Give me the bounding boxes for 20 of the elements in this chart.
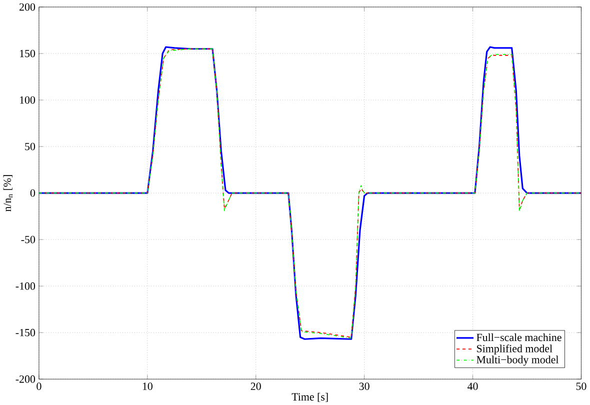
- y-tick-label: 200: [20, 3, 36, 11]
- x-tick-label: 10: [142, 382, 152, 390]
- y-tick-label: -200: [16, 375, 36, 383]
- x-tick-label: 0: [36, 382, 42, 390]
- y-tick-label: 50: [25, 142, 36, 150]
- y-tick-label: -100: [16, 282, 36, 290]
- legend-label: Full−scale machine: [476, 333, 562, 342]
- x-tick-label: 30: [359, 382, 370, 390]
- y-tick-label: 100: [20, 96, 36, 104]
- x-tick-label: 20: [250, 382, 261, 390]
- x-axis-title: Time [s]: [292, 392, 328, 402]
- x-tick-label: 40: [468, 382, 478, 390]
- y-tick-label: 0: [30, 189, 36, 197]
- y-tick-label: -150: [16, 328, 36, 336]
- y-axis-title: n/n$_{n}$ [%]: [3, 175, 13, 212]
- y-tick-label: -50: [21, 236, 36, 244]
- x-tick-label: 50: [576, 382, 586, 390]
- y-tick-label: 150: [20, 50, 36, 58]
- legend-label: Simplified model: [477, 344, 552, 354]
- legend-label: Multi−body model: [476, 356, 559, 366]
